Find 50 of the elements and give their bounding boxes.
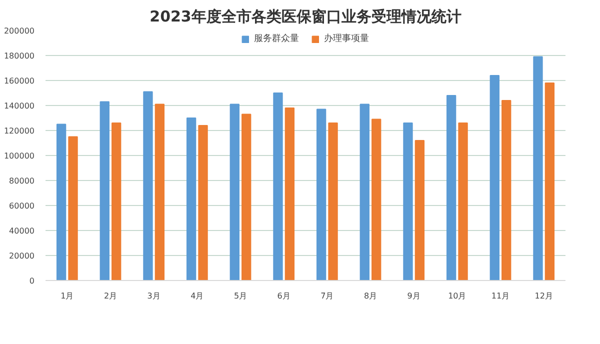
legend-label: 办理事项量 — [324, 32, 369, 45]
bar — [446, 95, 456, 280]
bar — [490, 75, 500, 280]
bar — [100, 101, 110, 280]
bar — [56, 124, 66, 280]
x-tick-label: 11月 — [491, 292, 510, 300]
bar — [458, 122, 468, 280]
bar — [242, 114, 252, 280]
bar — [544, 82, 555, 280]
bar — [198, 125, 208, 280]
y-tick-label: 40000 — [9, 226, 35, 236]
bar — [284, 108, 295, 280]
x-tick-label: 1月 — [60, 292, 74, 300]
y-tick-label: 60000 — [9, 202, 35, 210]
x-tick-label: 4月 — [190, 292, 204, 300]
y-tick-label: 80000 — [9, 176, 35, 186]
x-tick-label: 9月 — [407, 292, 420, 300]
bar — [414, 140, 425, 280]
chart-title: 2023年度全市各类医保窗口业务受理情况统计 — [150, 8, 462, 26]
bar — [154, 104, 165, 280]
x-tick-label: 7月 — [320, 292, 334, 300]
y-tick-label: 120000 — [4, 126, 35, 136]
bar — [360, 104, 370, 280]
y-tick-label: 0 — [29, 276, 35, 286]
x-tick-label: 5月 — [234, 292, 248, 300]
x-tick-label: 2月 — [104, 292, 118, 300]
bar — [68, 136, 78, 280]
x-tick-label: 10月 — [448, 292, 466, 300]
x-tick-label: 6月 — [277, 292, 290, 300]
y-tick-label: 140000 — [4, 102, 35, 110]
bar — [143, 91, 153, 280]
bar — [502, 100, 512, 280]
y-tick-label: 160000 — [4, 76, 35, 86]
bar — [328, 122, 338, 280]
y-tick-label: 180000 — [4, 52, 35, 60]
y-tick-label: 200000 — [4, 26, 35, 36]
bar — [112, 122, 122, 280]
bar — [273, 92, 283, 280]
legend-label: 服务群众量 — [254, 32, 299, 45]
bar — [316, 108, 326, 280]
bar — [533, 56, 543, 280]
x-tick-label: 12月 — [534, 292, 553, 300]
x-tick-label: 3月 — [147, 292, 160, 300]
bar — [230, 104, 240, 280]
x-tick-label: 8月 — [364, 292, 378, 300]
y-tick-label: 100000 — [4, 152, 35, 160]
bar — [403, 122, 413, 280]
bar — [372, 118, 382, 280]
y-tick-label: 20000 — [9, 252, 35, 260]
bar — [186, 118, 196, 280]
